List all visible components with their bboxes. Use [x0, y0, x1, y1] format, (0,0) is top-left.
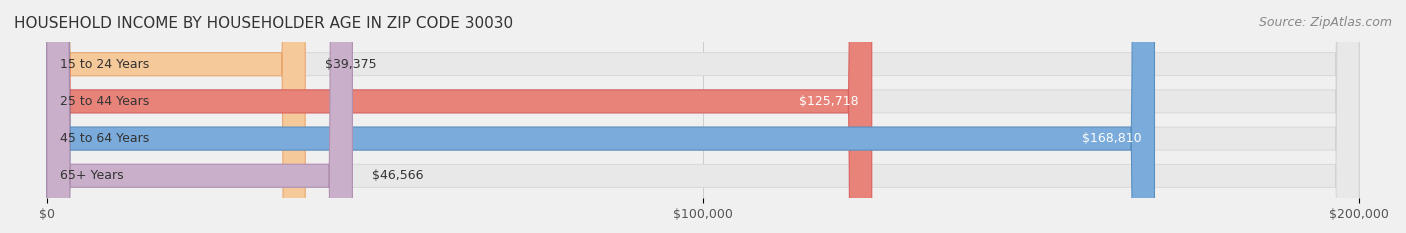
Text: $168,810: $168,810: [1081, 132, 1142, 145]
Text: $125,718: $125,718: [799, 95, 859, 108]
Text: Source: ZipAtlas.com: Source: ZipAtlas.com: [1258, 16, 1392, 29]
FancyBboxPatch shape: [46, 0, 872, 233]
Text: 65+ Years: 65+ Years: [60, 169, 124, 182]
Text: 45 to 64 Years: 45 to 64 Years: [60, 132, 149, 145]
FancyBboxPatch shape: [46, 0, 1360, 233]
Text: 15 to 24 Years: 15 to 24 Years: [60, 58, 149, 71]
FancyBboxPatch shape: [46, 0, 305, 233]
FancyBboxPatch shape: [46, 0, 1360, 233]
FancyBboxPatch shape: [46, 0, 1360, 233]
Text: $46,566: $46,566: [373, 169, 423, 182]
Text: $39,375: $39,375: [325, 58, 377, 71]
FancyBboxPatch shape: [46, 0, 1360, 233]
FancyBboxPatch shape: [46, 0, 1154, 233]
FancyBboxPatch shape: [46, 0, 353, 233]
Text: HOUSEHOLD INCOME BY HOUSEHOLDER AGE IN ZIP CODE 30030: HOUSEHOLD INCOME BY HOUSEHOLDER AGE IN Z…: [14, 16, 513, 31]
Text: 25 to 44 Years: 25 to 44 Years: [60, 95, 149, 108]
